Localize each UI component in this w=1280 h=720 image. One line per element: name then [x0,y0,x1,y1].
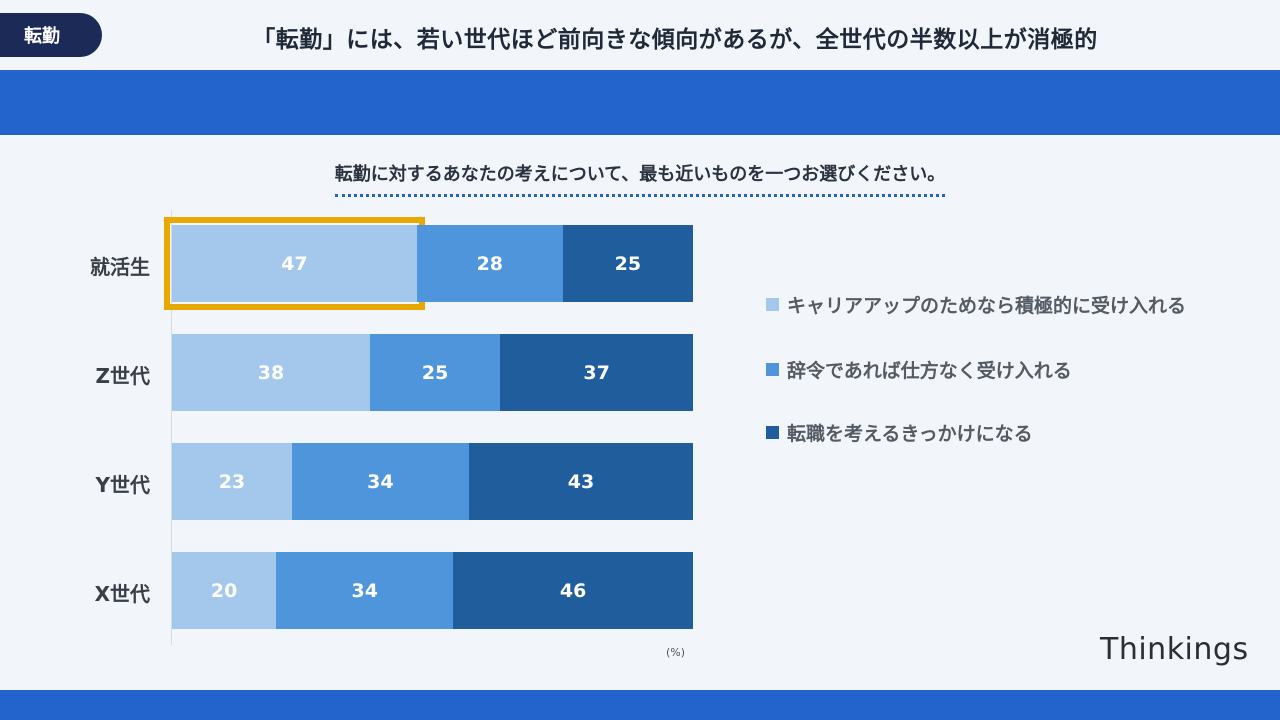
bar-segment: 34 [291,443,469,520]
footer-band [0,690,1280,720]
bar-segment: 38 [172,334,370,411]
bar-segment: 37 [500,334,693,411]
data-label: 38 [257,361,285,384]
survey-question-text: 転勤に対するあなたの考えについて、最も近いものを一つお選びください。 [334,160,946,197]
header-band [0,70,1280,135]
data-label: 23 [218,470,246,493]
data-label: 28 [476,252,504,275]
data-label: 46 [559,579,587,602]
title-bar [0,0,1280,70]
category-label: Y世代 [95,472,150,497]
brand-logo: Thinkings [1100,632,1249,667]
survey-question: 転勤に対するあなたの考えについて、最も近いものを一つお選びください。 [0,160,1280,197]
bar-segment: 47 [172,225,417,302]
category-label: 就活生 [90,254,150,279]
bar-segment: 34 [276,552,454,629]
legend-label: 辞令であれば仕方なく受け入れる [787,360,1072,382]
data-label: 47 [281,252,308,275]
bar-segment: 20 [172,552,277,629]
legend-swatch [766,298,779,311]
unit-label: (%) [666,646,686,659]
chart-axis-line [171,210,172,645]
bar-segment: 46 [453,552,693,629]
legend-label: キャリアアップのためなら積極的に受け入れる [787,295,1187,317]
legend-swatch [766,363,779,376]
category-label: Z世代 [95,363,150,388]
data-label: 25 [614,252,642,275]
data-label: 43 [567,470,595,493]
legend-swatch [766,426,779,439]
data-label: 20 [210,579,238,602]
topic-tag: 転勤 [0,13,102,57]
legend-item: 転職を考えるきっかけになる [766,419,1033,446]
data-label: 34 [351,579,378,602]
data-label: 34 [367,470,394,493]
data-label: 37 [583,361,610,384]
page-title: 「転勤」には、若い世代ほど前向きな傾向があるが、全世代の半数以上が消極的 [252,27,1098,53]
legend-label: 転職を考えるきっかけになる [787,423,1033,445]
category-label: X世代 [94,581,150,606]
bar-segment: 25 [562,225,693,302]
bar-segment: 25 [369,334,501,411]
bar-segment: 28 [416,225,563,302]
bar-segment: 43 [468,443,693,520]
data-label: 25 [421,361,449,384]
bar-segment: 23 [172,443,292,520]
highlight-box [164,217,425,310]
legend-item: キャリアアップのためなら積極的に受け入れる [766,291,1186,318]
legend-item: 辞令であれば仕方なく受け入れる [766,356,1072,383]
